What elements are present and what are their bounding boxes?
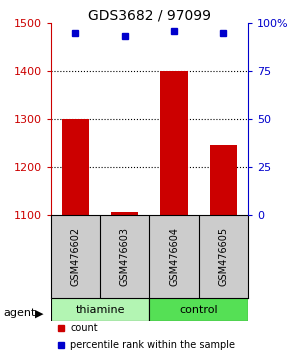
Text: GSM476605: GSM476605 bbox=[218, 227, 228, 286]
Bar bbox=[111, 212, 138, 215]
Text: ▶: ▶ bbox=[35, 308, 44, 318]
Bar bbox=[149, 298, 248, 321]
Bar bbox=[160, 71, 188, 215]
Text: thiamine: thiamine bbox=[75, 305, 125, 315]
Text: count: count bbox=[70, 323, 98, 333]
Text: percentile rank within the sample: percentile rank within the sample bbox=[70, 341, 235, 350]
Text: GDS3682 / 97099: GDS3682 / 97099 bbox=[88, 9, 211, 23]
Text: GSM476604: GSM476604 bbox=[169, 227, 179, 286]
Text: control: control bbox=[179, 305, 218, 315]
Text: agent: agent bbox=[3, 308, 35, 318]
Text: GSM476602: GSM476602 bbox=[70, 227, 80, 286]
Bar bbox=[210, 145, 237, 215]
Bar bbox=[62, 119, 89, 215]
Bar bbox=[51, 298, 149, 321]
Text: GSM476603: GSM476603 bbox=[120, 227, 130, 286]
